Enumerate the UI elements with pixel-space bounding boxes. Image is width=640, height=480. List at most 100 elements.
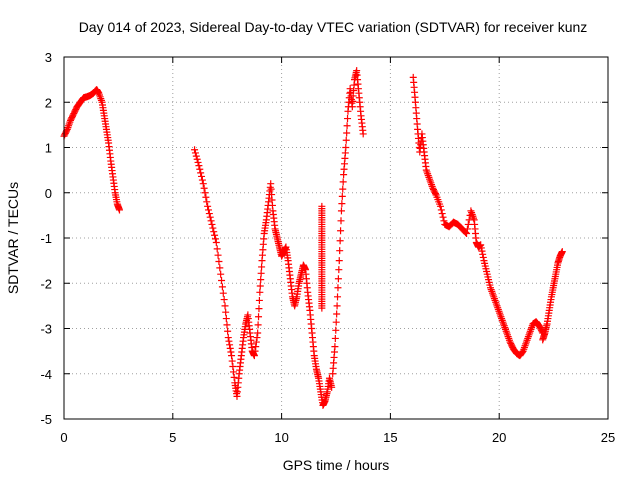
data-point [216,264,224,272]
data-point [199,180,207,188]
data-point [255,305,263,313]
data-point [213,245,221,253]
data-marks [60,67,566,409]
x-tick-label: 0 [60,430,67,445]
data-point [230,373,238,381]
chart-title: Day 014 of 2023, Sidereal Day-to-day VTE… [79,19,588,35]
y-tick-label: 0 [45,186,52,201]
data-point [478,247,486,255]
series-seg3 [318,202,326,312]
data-point [342,136,350,144]
y-tick-label: -2 [40,276,52,291]
y-tick-label: -1 [40,231,52,246]
y-tick-label: -3 [40,322,52,337]
data-point [463,229,471,237]
data-point [331,334,339,342]
data-point [439,213,447,221]
data-point [343,129,351,137]
data-point [204,206,212,214]
data-point [318,304,326,312]
data-point [226,344,234,352]
data-point [191,149,199,157]
data-point [206,213,214,221]
data-point [214,251,222,259]
data-point [200,184,208,192]
data-point [193,155,201,163]
data-point [338,200,346,208]
data-point [252,338,260,346]
data-point [227,348,235,356]
x-tick-label: 5 [169,430,176,445]
data-point [254,321,262,329]
series-seg5 [409,73,547,360]
data-point [334,284,342,292]
data-point [255,313,263,321]
data-point [463,225,471,233]
data-point [222,315,230,323]
data-point [198,176,206,184]
data-point [192,152,200,160]
data-point [211,235,219,243]
data-point [195,162,203,170]
data-point [254,329,262,337]
data-point [332,318,340,326]
data-point [196,165,204,173]
data-point [218,283,226,291]
data-point [255,296,263,304]
data-point [228,352,236,360]
data-point [333,310,341,318]
data-point [251,347,259,355]
data-point [332,326,340,334]
data-point [226,341,234,349]
data-point [203,198,211,206]
data-point [252,343,260,351]
y-tick-label: -4 [40,367,52,382]
x-axis-label: GPS time / hours [283,457,390,473]
data-point [336,237,344,245]
data-point [250,352,258,360]
data-point [479,250,487,258]
data-point [201,189,209,197]
y-tick-label: -5 [40,412,52,427]
data-point [337,217,345,225]
data-point [343,122,351,130]
data-point [204,202,212,210]
data-point [229,363,237,371]
data-point [198,172,206,180]
data-point [224,334,232,342]
data-point [440,217,448,225]
series-seg6 [539,248,566,344]
data-point [437,206,445,214]
data-point [334,275,342,283]
data-point [438,210,446,218]
data-point [431,190,439,198]
data-point [477,241,485,249]
data-point [339,185,347,193]
data-point [210,228,218,236]
data-point [335,257,343,265]
data-point [338,192,346,200]
series-seg4 [329,67,367,378]
data-point [115,206,123,214]
x-tick-label: 20 [492,430,506,445]
data-point [253,334,261,342]
y-axis-label: SDTVAR / TECUs [5,182,21,294]
x-tick-label: 15 [383,430,397,445]
data-point [336,247,344,255]
data-point [344,115,352,123]
data-point [342,144,350,151]
data-point [436,202,444,210]
data-point [215,258,223,266]
data-point [558,248,566,256]
data-point [224,327,232,335]
data-point [211,231,219,239]
data-point [337,227,345,235]
data-point [223,321,231,329]
data-point [217,270,225,278]
data-point [258,263,266,271]
x-tick-label: 25 [601,430,615,445]
data-point [479,253,487,261]
data-point [197,169,205,177]
